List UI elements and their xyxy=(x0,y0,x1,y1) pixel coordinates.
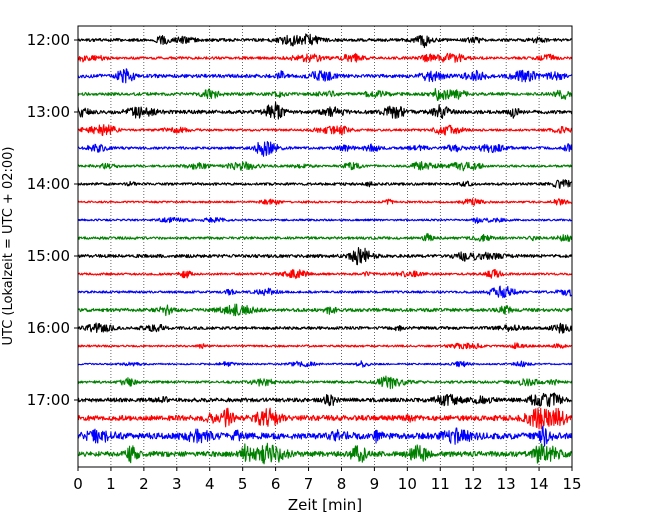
x-tick-label: 5 xyxy=(238,475,248,493)
trace-1430 xyxy=(77,216,573,224)
trace-1730 xyxy=(77,425,573,447)
x-axis-ticks: 0 1 2 3 4 5 6 7 8 9 10 11 12 13 14 15 xyxy=(73,467,582,493)
plot-frame xyxy=(77,25,573,468)
trace-1415 xyxy=(77,198,573,206)
y-axis-label: UTC (Lokalzeit = UTC + 02:00) xyxy=(1,147,16,346)
traces xyxy=(77,33,573,465)
trace-1445 xyxy=(77,232,573,242)
trace-1600 xyxy=(77,322,573,334)
y-tick-label: 17:00 xyxy=(27,391,70,409)
trace-1645 xyxy=(77,375,573,390)
trace-1615 xyxy=(77,342,573,350)
trace-1345 xyxy=(77,161,573,172)
trace-1230 xyxy=(77,68,573,84)
x-tick-label: 7 xyxy=(304,475,314,493)
x-tick-label: 8 xyxy=(337,475,347,493)
x-axis-label: Zeit [min] xyxy=(288,496,362,514)
y-tick-label: 14:00 xyxy=(27,175,70,193)
x-tick-label: 3 xyxy=(172,475,182,493)
trace-1700 xyxy=(77,392,573,408)
x-tick-label: 2 xyxy=(139,475,149,493)
trace-1245 xyxy=(77,87,573,102)
trace-1330 xyxy=(77,141,573,157)
trace-1400 xyxy=(77,179,573,189)
trace-1745 xyxy=(77,442,573,465)
trace-1200 xyxy=(77,33,573,49)
x-tick-label: 0 xyxy=(73,475,83,493)
x-tick-label: 15 xyxy=(562,475,581,493)
trace-1500 xyxy=(77,247,573,266)
y-axis-ticks: 12:00 13:00 14:00 15:00 16:00 17:00 xyxy=(27,31,78,409)
y-tick-label: 16:00 xyxy=(27,319,70,337)
x-tick-label: 11 xyxy=(431,475,450,493)
x-tick-label: 14 xyxy=(530,475,549,493)
y-tick-label: 13:00 xyxy=(27,103,70,121)
trace-1530 xyxy=(77,285,573,299)
trace-1315 xyxy=(77,124,573,136)
trace-1215 xyxy=(77,52,573,63)
x-tick-label: 4 xyxy=(205,475,215,493)
trace-1715 xyxy=(77,407,573,430)
x-tick-label: 9 xyxy=(370,475,380,493)
y-tick-label: 15:00 xyxy=(27,247,70,265)
y-tick-label: 12:00 xyxy=(27,31,70,49)
x-tick-label: 1 xyxy=(106,475,116,493)
trace-1515 xyxy=(77,269,573,280)
trace-1300 xyxy=(77,101,573,120)
trace-1630 xyxy=(77,360,573,368)
x-tick-label: 6 xyxy=(271,475,281,493)
x-tick-label: 12 xyxy=(464,475,483,493)
x-tick-label: 13 xyxy=(497,475,516,493)
trace-1545 xyxy=(77,303,573,317)
x-tick-label: 10 xyxy=(398,475,417,493)
